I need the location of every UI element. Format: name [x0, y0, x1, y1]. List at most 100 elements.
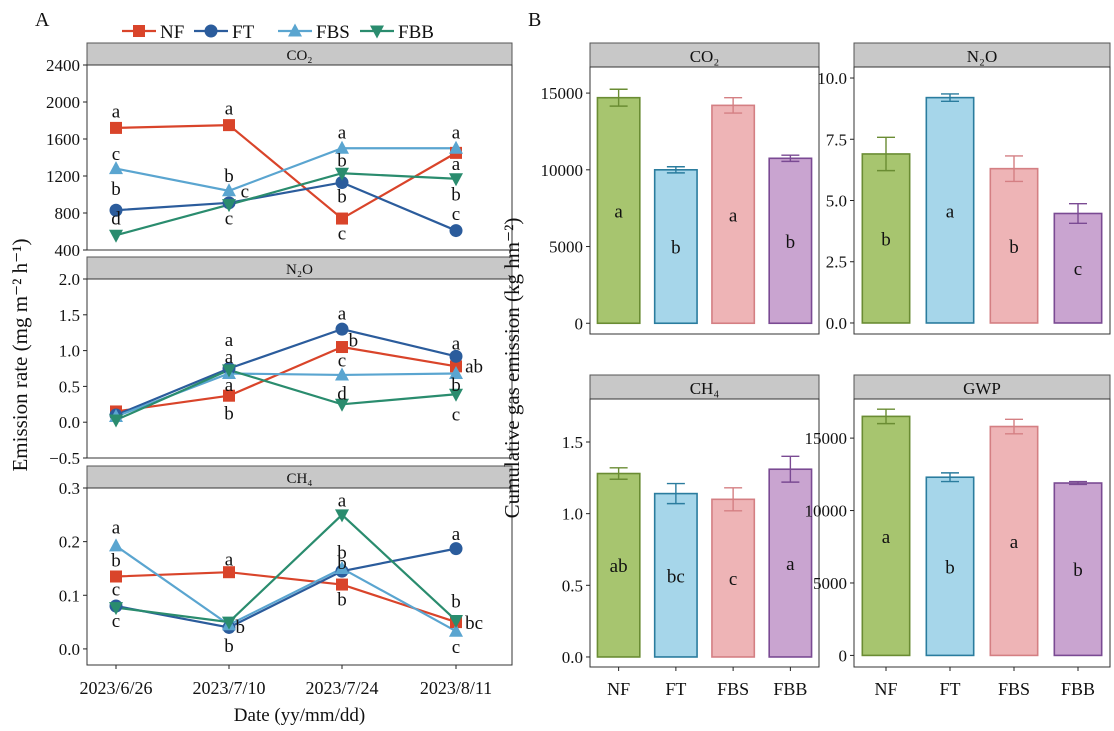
- bar-nf: [861, 415, 911, 657]
- bar-nf: [861, 153, 911, 324]
- y-tick-label: 2400: [46, 56, 80, 75]
- y-tick-label: 0.0: [826, 314, 847, 333]
- significance-letter: d: [337, 384, 347, 405]
- facet-title: GWP: [963, 379, 1001, 398]
- x-tick-label: 2023/7/24: [305, 678, 378, 698]
- x-tick-label: FT: [939, 679, 960, 699]
- data-point-nf: [223, 566, 235, 579]
- data-point-fbs: [449, 366, 463, 380]
- significance-letter: a: [225, 347, 234, 368]
- data-point-ft: [449, 542, 463, 556]
- y-tick-label: 0.3: [59, 479, 80, 498]
- data-point-ft: [109, 203, 123, 217]
- significance-letter: a: [338, 123, 347, 144]
- series-line-nf: [115, 124, 457, 220]
- legend-label-ft: FT: [232, 22, 255, 43]
- panel-b-facet-3: GWP 0 5000 10000 15000 a NF b FT a FBS b FBB: [805, 374, 1111, 699]
- y-tick-label: 0.1: [59, 586, 80, 605]
- legend-label-fbb: FBB: [398, 22, 434, 43]
- plot-frame: [86, 278, 513, 459]
- plot-frame: [86, 64, 513, 251]
- plot-frame: [853, 398, 1111, 668]
- y-tick-label: 7.5: [826, 130, 847, 149]
- significance-letter: ab: [465, 356, 483, 377]
- y-tick-label: 2.5: [826, 253, 847, 272]
- significance-letter: b: [111, 550, 121, 571]
- x-tick-label: NF: [607, 679, 630, 699]
- y-tick-label: 10000: [805, 502, 848, 521]
- significance-letter: b: [671, 238, 681, 259]
- panel-a-line-charts: CO₂4008001200160020002400acbdabccabbcaab…: [8, 42, 513, 726]
- plot-frame: [86, 487, 513, 666]
- series-line-ft: [115, 181, 457, 232]
- series-line-fbs: [115, 147, 456, 192]
- bar-fbb: [768, 468, 813, 658]
- data-point-fbb: [449, 173, 463, 187]
- significance-letter: a: [614, 201, 623, 222]
- significance-letter: a: [452, 524, 461, 545]
- series-line-nf: [115, 345, 457, 413]
- data-point-fbb: [222, 616, 236, 630]
- legend-marker-ft: [204, 24, 218, 38]
- significance-letter: c: [241, 182, 249, 203]
- legend-marker-nf: [133, 25, 145, 37]
- significance-letter: a: [729, 205, 738, 226]
- facet-title: CH₄: [286, 471, 312, 487]
- data-point-fbb: [449, 614, 463, 628]
- panel-label-b: B: [528, 9, 541, 31]
- bar-fbs: [989, 425, 1039, 657]
- data-point-fbs: [335, 367, 349, 381]
- significance-letter: a: [452, 154, 461, 175]
- data-point-nf: [336, 212, 348, 225]
- data-point-nf: [110, 121, 122, 134]
- panel-b-facet-2: CH₄ 0.0 0.5 1.0 1.5 ab NF bc FT c FBS a FBB: [562, 374, 820, 699]
- bar-nf: [596, 96, 641, 325]
- significance-letter: ab: [610, 556, 628, 577]
- data-point-fbb: [335, 398, 349, 412]
- x-tick-label: NF: [874, 679, 897, 699]
- significance-letter: c: [452, 204, 460, 225]
- y-tick-label: 10000: [541, 161, 584, 180]
- significance-letter: a: [338, 303, 347, 324]
- significance-letter: a: [225, 98, 234, 119]
- y-tick-label: 0.0: [59, 413, 80, 432]
- facet-strip: [853, 42, 1111, 68]
- series-line-fbb: [115, 368, 457, 422]
- y-axis-label: Cumulative gas emission (kg hm⁻²): [500, 218, 524, 519]
- panel-b-bar-charts: CO₂050001000015000ababN₂O0.02.55.07.510.…: [500, 42, 1111, 699]
- y-tick-label: 1.0: [59, 342, 80, 361]
- series-line-ft: [115, 327, 457, 417]
- data-point-fbb: [335, 167, 349, 181]
- significance-letter: b: [337, 553, 347, 574]
- data-point-ft: [449, 349, 463, 363]
- y-tick-label: 5.0: [826, 192, 847, 211]
- y-tick-label: 400: [55, 241, 81, 260]
- data-point-fbb: [109, 602, 123, 616]
- bar-fbb: [1053, 482, 1103, 657]
- significance-letter: c: [112, 579, 120, 600]
- significance-letter: a: [112, 518, 121, 539]
- significance-letter: a: [882, 527, 891, 548]
- data-point-fbb: [222, 199, 236, 213]
- data-point-fbs: [222, 183, 236, 197]
- series-line-fbs: [115, 545, 457, 633]
- x-tick-label: 2023/8/11: [420, 678, 492, 698]
- bar-fbb: [768, 157, 813, 325]
- significance-letter: b: [224, 404, 234, 425]
- significance-letter: c: [225, 209, 233, 230]
- data-point-fbb: [109, 229, 123, 243]
- data-point-fbs: [449, 623, 463, 637]
- panel-a-facet-2: CH₄0.00.10.20.3abccabbabbbabbcc2023/6/26…: [59, 465, 513, 698]
- facet-title: N₂O: [286, 262, 313, 278]
- y-tick-label: 0.2: [59, 533, 80, 552]
- significance-letter: c: [338, 223, 346, 244]
- y-tick-label: −0.5: [49, 449, 80, 468]
- data-point-nf: [336, 341, 348, 354]
- facet-title: N₂O: [967, 47, 997, 66]
- significance-letter: b: [1009, 237, 1019, 258]
- significance-letter: c: [338, 351, 346, 372]
- y-tick-label: 1.5: [562, 433, 583, 452]
- y-tick-label: 5000: [813, 574, 847, 593]
